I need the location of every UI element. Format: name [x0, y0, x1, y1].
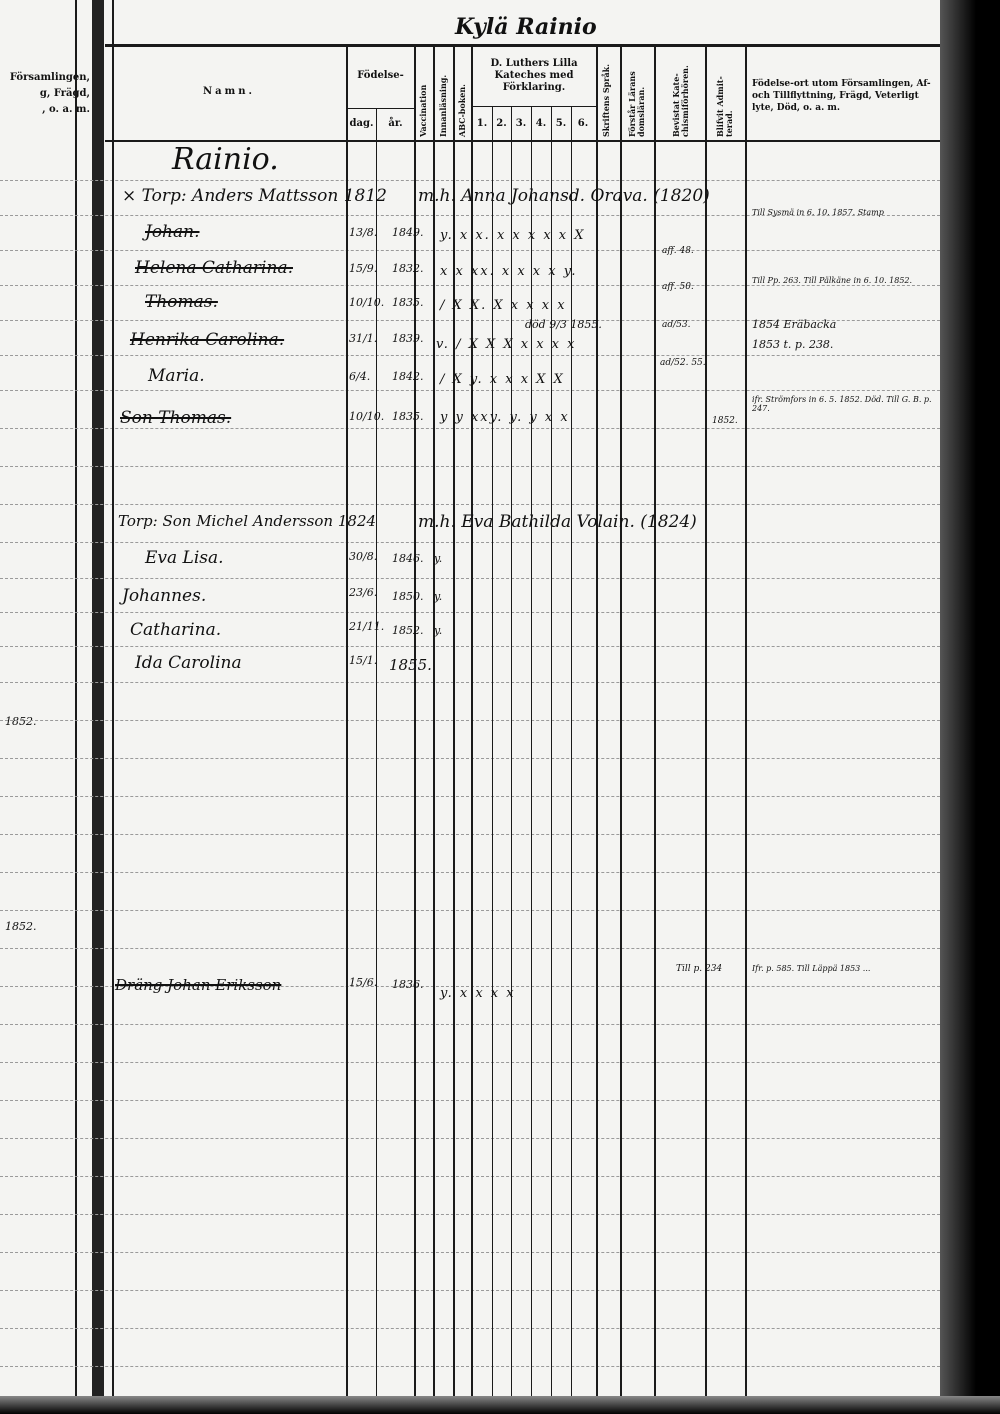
entry-remark: Ifr. p. 585. Till Läppä 1853 ...: [752, 964, 871, 973]
entry-marks: y.: [434, 552, 443, 565]
col-fodelse: Födelse-: [357, 70, 404, 81]
scan-edge-bottom: [0, 1396, 1000, 1414]
entry-note: aff. 48.: [662, 246, 694, 256]
entry-note: Till p. 234: [676, 964, 723, 974]
col-k2: 2.: [496, 118, 507, 129]
entry-marks: y.: [434, 624, 443, 637]
col-katekes: D. Luthers Lilla Kateches med Förklaring…: [490, 58, 578, 93]
col-k3: 3.: [515, 118, 527, 129]
left-header-2: g, Frägd,: [39, 88, 90, 99]
entry-note: ad/52. 55.: [660, 358, 706, 368]
entry-year: 1842.: [392, 370, 424, 383]
entry-day: 6/4.: [349, 370, 371, 383]
entry-name: Helena Catharina.: [135, 258, 293, 278]
col-namn: Namn.: [203, 86, 255, 97]
left-margin-note: 1852.: [5, 920, 37, 933]
entry-remark: 1854 Eräbacka: [752, 318, 837, 331]
entry-day: 13/8.: [349, 226, 378, 239]
entry-remark: 1853 t. p. 238.: [752, 338, 834, 351]
entry-note: ad/53.: [662, 320, 691, 330]
entry-year: 1832.: [392, 262, 424, 275]
entry-marks: y. x x. x x x x x X: [440, 228, 586, 243]
entry-note: 1852.: [712, 416, 738, 426]
entry-year: 1855.: [389, 656, 432, 674]
col-skriftens: Skriftens Språk.: [601, 63, 611, 137]
entry-year: 1849.: [392, 226, 424, 239]
entry-year: 1836.: [392, 978, 424, 991]
entry-name: Dräng Johan Eriksson: [115, 976, 282, 994]
entry-name: × Torp: Anders Mattsson 1812: [122, 186, 387, 206]
entry-spouse: m.h. Anna Johansd. Orava. (1820): [418, 186, 710, 206]
col-abc: ABC-boken.: [457, 84, 467, 137]
entry-marks: x x xx. x x x x y.: [440, 264, 578, 279]
entry-year: 1852.: [392, 624, 424, 637]
entry-name: Torp: Son Michel Andersson 1824: [118, 512, 377, 530]
entry-marks: y.: [434, 590, 443, 603]
entry-remark: Till Sysmä in 6. 10. 1857. Stamp: [752, 208, 884, 217]
entry-death-note: död 9/3 1855.: [525, 318, 602, 331]
entry-marks: / X y. x x x X X: [440, 372, 565, 387]
col-dag: dag.: [349, 118, 374, 129]
entry-name: Eva Lisa.: [145, 548, 224, 568]
katekes-subcols: 1. 2. 3. 4. 5. 6.: [472, 118, 597, 129]
entry-name: Catharina.: [130, 620, 222, 640]
entry-day: 15/1.: [349, 654, 378, 667]
entry-day: 23/6.: [349, 586, 378, 599]
entry-name: Johannes.: [122, 586, 207, 606]
entry-year: 1850.: [392, 590, 424, 603]
left-page-line: [75, 0, 77, 1414]
village-heading: Rainio.: [172, 142, 279, 177]
page-gutter: [92, 0, 104, 1414]
left-header-3: , o. a. m.: [42, 104, 90, 115]
entry-marks: y y xxy. y. y x x: [440, 410, 570, 425]
scan-edge-right: [940, 0, 1000, 1414]
col-k4: 4.: [535, 118, 547, 129]
entry-remark: ifr. Strömfors in 6. 5. 1852. Död. Till …: [752, 395, 932, 413]
col-k5: 5.: [555, 118, 567, 129]
entry-day: 10/10.: [349, 410, 385, 423]
col-k1: 1.: [476, 118, 488, 129]
entry-day: 21/11.: [349, 620, 385, 633]
col-fodelseort: Födelse-ort utom Församlingen, Af- och T…: [752, 79, 931, 113]
entry-spouse: m.h. Eva Bathilda Volain. (1824): [418, 512, 697, 532]
col-ar: år.: [388, 118, 403, 129]
entry-day: 15/9.: [349, 262, 378, 275]
entry-year: 1835.: [392, 296, 424, 309]
entry-remark: Till Pp. 263. Till Pälkäne in 6. 10. 185…: [752, 276, 913, 285]
col-forstar: Förstår Lärans domsläran.: [627, 71, 646, 137]
col-innanlasning: Innanläsning.: [438, 74, 448, 137]
entry-name: Ida Carolina: [135, 653, 242, 673]
entry-day: 31/1.: [349, 332, 378, 345]
entry-day: 15/6.: [349, 976, 378, 989]
entry-year: 1846.: [392, 552, 424, 565]
entry-marks: y. x x x x: [440, 986, 516, 1001]
col-bevistat: Bevistat Kate- chismiförhören.: [671, 65, 690, 137]
entry-marks: / X X. X x x x x: [440, 298, 567, 313]
entry-name: Johan.: [145, 222, 200, 242]
entry-day: 30/8.: [349, 550, 378, 563]
col-blifvit: Blifvit Admit- terad.: [715, 76, 734, 137]
left-margin-note: 1852.: [5, 715, 37, 728]
entry-year: 1839.: [392, 332, 424, 345]
entry-day: 10/10.: [349, 296, 385, 309]
entry-marks: v. / X X X x x x x: [436, 337, 577, 352]
page-title: Kylä Rainio: [455, 14, 597, 40]
entry-name: Henrika Carolina.: [130, 330, 285, 350]
entry-name: Thomas.: [145, 292, 218, 312]
col-k6: 6.: [577, 118, 589, 129]
entry-name: Maria.: [148, 366, 205, 386]
left-header-1: Församlingen,: [9, 72, 90, 83]
entry-note: aff. 50.: [662, 282, 694, 292]
col-vaccination: Vaccination: [418, 84, 428, 137]
entry-year: 1835.: [392, 410, 424, 423]
entry-name: Son Thomas.: [120, 408, 232, 428]
